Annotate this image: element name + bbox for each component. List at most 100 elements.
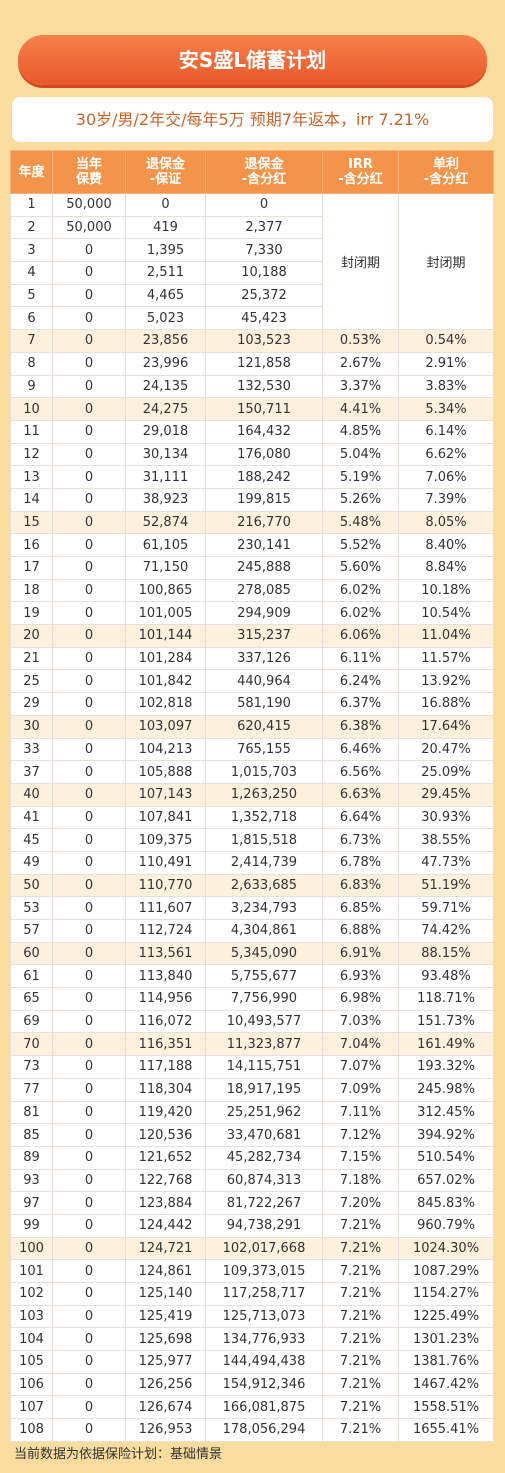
cell: 104,213	[125, 737, 206, 762]
cell: 53	[10, 896, 53, 920]
cell: 109,373,015	[205, 1259, 323, 1283]
cell: 188,242	[205, 465, 323, 489]
cell: 93	[10, 1168, 53, 1193]
table-row: 105 0 125,977 144,494,438 7.21% 1381.76%	[10, 1350, 494, 1374]
cell: 245.98%	[398, 1077, 494, 1102]
cell: 109,375	[125, 828, 206, 852]
cell: 0	[52, 1372, 126, 1397]
cell: 25,372	[205, 283, 323, 308]
cell: 7.21%	[322, 1372, 399, 1397]
cell: 89	[10, 1145, 53, 1170]
cell: 41	[10, 805, 53, 830]
cell: 5.52%	[322, 533, 399, 557]
table-row: 104 0 125,698 134,776,933 7.21% 1301.23%	[10, 1327, 494, 1352]
cell: 6.11%	[322, 646, 399, 671]
header-line: IRR	[348, 157, 373, 172]
cell: 7.12%	[322, 1123, 399, 1147]
cell: 94,738,291	[205, 1213, 323, 1238]
header-line: 退保金	[145, 157, 185, 172]
cell: 4,304,861	[205, 919, 323, 943]
cell: 0	[125, 193, 206, 217]
cell: 15	[10, 510, 53, 535]
cell: 0	[52, 896, 126, 920]
table-row: 73 0 117,188 14,115,751 7.07% 193.32%	[10, 1055, 494, 1079]
cell: 0	[52, 329, 126, 353]
cell: 125,977	[125, 1350, 206, 1374]
cell: 0	[52, 487, 126, 512]
cell: 0	[52, 1032, 126, 1057]
table-row: 53 0 111,607 3,234,793 6.85% 59.71%	[10, 896, 494, 920]
cell: 61,105	[125, 533, 206, 557]
cell: 60	[10, 941, 53, 966]
cell: 102,017,668	[205, 1236, 323, 1261]
cell: 18,917,195	[205, 1077, 323, 1102]
cell: 126,256	[125, 1372, 206, 1397]
column-header: 退保金 -含分红	[205, 150, 323, 194]
header-line: 当年	[75, 157, 102, 172]
cell: 0	[52, 351, 126, 376]
cell: 0	[52, 760, 126, 784]
cell: 30,134	[125, 442, 206, 467]
cell: 6.85%	[322, 896, 399, 920]
cell: 0	[52, 1213, 126, 1238]
cell: 7,330	[205, 238, 323, 263]
cell: 0	[52, 964, 126, 989]
cell: 132,530	[205, 374, 323, 399]
cell: 45	[10, 828, 53, 852]
cell: 1558.51%	[398, 1395, 494, 1420]
cell: 71,150	[125, 556, 206, 580]
cell: 5.60%	[322, 556, 399, 580]
cell: 7.07%	[322, 1055, 399, 1079]
cell: 7.15%	[322, 1145, 399, 1170]
cell: 30.93%	[398, 805, 494, 830]
header-line: -保证	[149, 172, 182, 187]
cell: 2,414,739	[205, 850, 323, 875]
cell: 113,561	[125, 941, 206, 966]
cell: 0	[52, 419, 126, 444]
cell: 337,126	[205, 646, 323, 671]
cell: 50,000	[52, 193, 126, 217]
column-header: 年度	[10, 150, 53, 194]
cell: 70	[10, 1032, 53, 1057]
table-row: 6 0 5,023 45,423	[10, 306, 494, 331]
cell: 124,442	[125, 1213, 206, 1238]
table-row: 41 0 107,841 1,352,718 6.64% 30.93%	[10, 805, 494, 830]
cell: 19	[10, 601, 53, 626]
table-row: 37 0 105,888 1,015,703 6.56% 25.09%	[10, 760, 494, 784]
table-row: 106 0 126,256 154,912,346 7.21% 1467.42%	[10, 1372, 494, 1397]
cell: 0.54%	[398, 329, 494, 353]
cell: 81,722,267	[205, 1191, 323, 1215]
cell: 5	[10, 283, 53, 308]
table-row: 50 0 110,770 2,633,685 6.83% 51.19%	[10, 873, 494, 898]
cell: 6.98%	[322, 987, 399, 1011]
cell: 151.73%	[398, 1009, 494, 1034]
cell: 230,141	[205, 533, 323, 557]
table-row: 49 0 110,491 2,414,739 6.78% 47.73%	[10, 850, 494, 875]
cell: 23,856	[125, 329, 206, 353]
cell: 1154.27%	[398, 1282, 494, 1306]
cell: 1087.29%	[398, 1259, 494, 1283]
cell: 5.19%	[322, 465, 399, 489]
cell: 17	[10, 556, 53, 580]
cell: 37	[10, 760, 53, 784]
cell: 765,155	[205, 737, 323, 762]
cell: 103,097	[125, 714, 206, 739]
cell: 0	[52, 533, 126, 557]
cell: 164,432	[205, 419, 323, 444]
cell: 7.21%	[322, 1418, 399, 1442]
table-row: 7 0 23,856 103,523 0.53% 0.54%	[10, 329, 494, 353]
cell: 57	[10, 919, 53, 943]
cell: 6.64%	[322, 805, 399, 830]
cell: 0	[52, 850, 126, 875]
cell: 6	[10, 306, 53, 331]
cell: 14,115,751	[205, 1055, 323, 1079]
cell: 101,842	[125, 669, 206, 694]
cell: 7.03%	[322, 1009, 399, 1034]
cell: 0	[52, 1009, 126, 1034]
table-row: 17 0 71,150 245,888 5.60% 8.84%	[10, 556, 494, 580]
cell: 0	[52, 283, 126, 308]
table-row: 25 0 101,842 440,964 6.24% 13.92%	[10, 669, 494, 694]
cell: 13	[10, 465, 53, 489]
cell: 0	[52, 238, 126, 263]
cell: 102	[10, 1282, 53, 1306]
